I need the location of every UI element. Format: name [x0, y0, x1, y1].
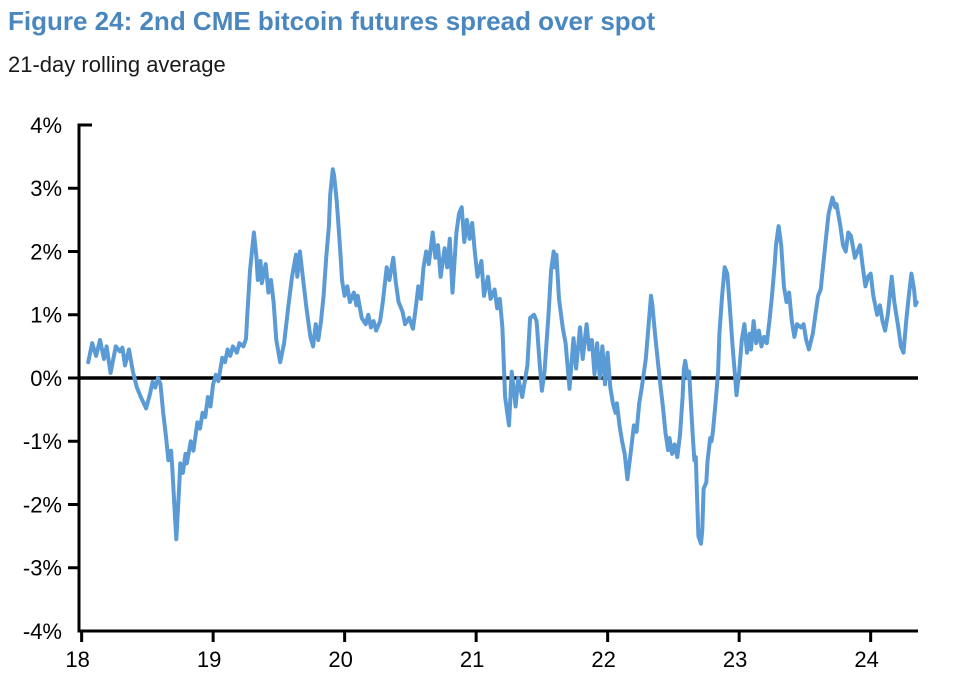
x-tick-label: 20	[328, 647, 352, 672]
y-tick-label: -4%	[23, 619, 62, 644]
y-tick-label: 0%	[30, 366, 62, 391]
y-tick-label: 2%	[30, 239, 62, 264]
y-tick-label: -3%	[23, 556, 62, 581]
y-tick-label: 3%	[30, 176, 62, 201]
figure-title: Figure 24: 2nd CME bitcoin futures sprea…	[8, 6, 656, 36]
x-tick-label: 22	[591, 647, 615, 672]
y-tick-label: -1%	[23, 429, 62, 454]
y-tick-label: 1%	[30, 303, 62, 328]
spread-series-line	[86, 167, 919, 546]
x-tick-label: 21	[460, 647, 484, 672]
y-tick-label: 4%	[30, 113, 62, 138]
x-tick-label: 18	[65, 647, 89, 672]
x-tick-label: 19	[197, 647, 221, 672]
figure-subtitle: 21-day rolling average	[8, 52, 226, 77]
x-tick-label: 23	[723, 647, 747, 672]
y-tick-label: -2%	[23, 492, 62, 517]
x-tick-label: 24	[854, 647, 878, 672]
